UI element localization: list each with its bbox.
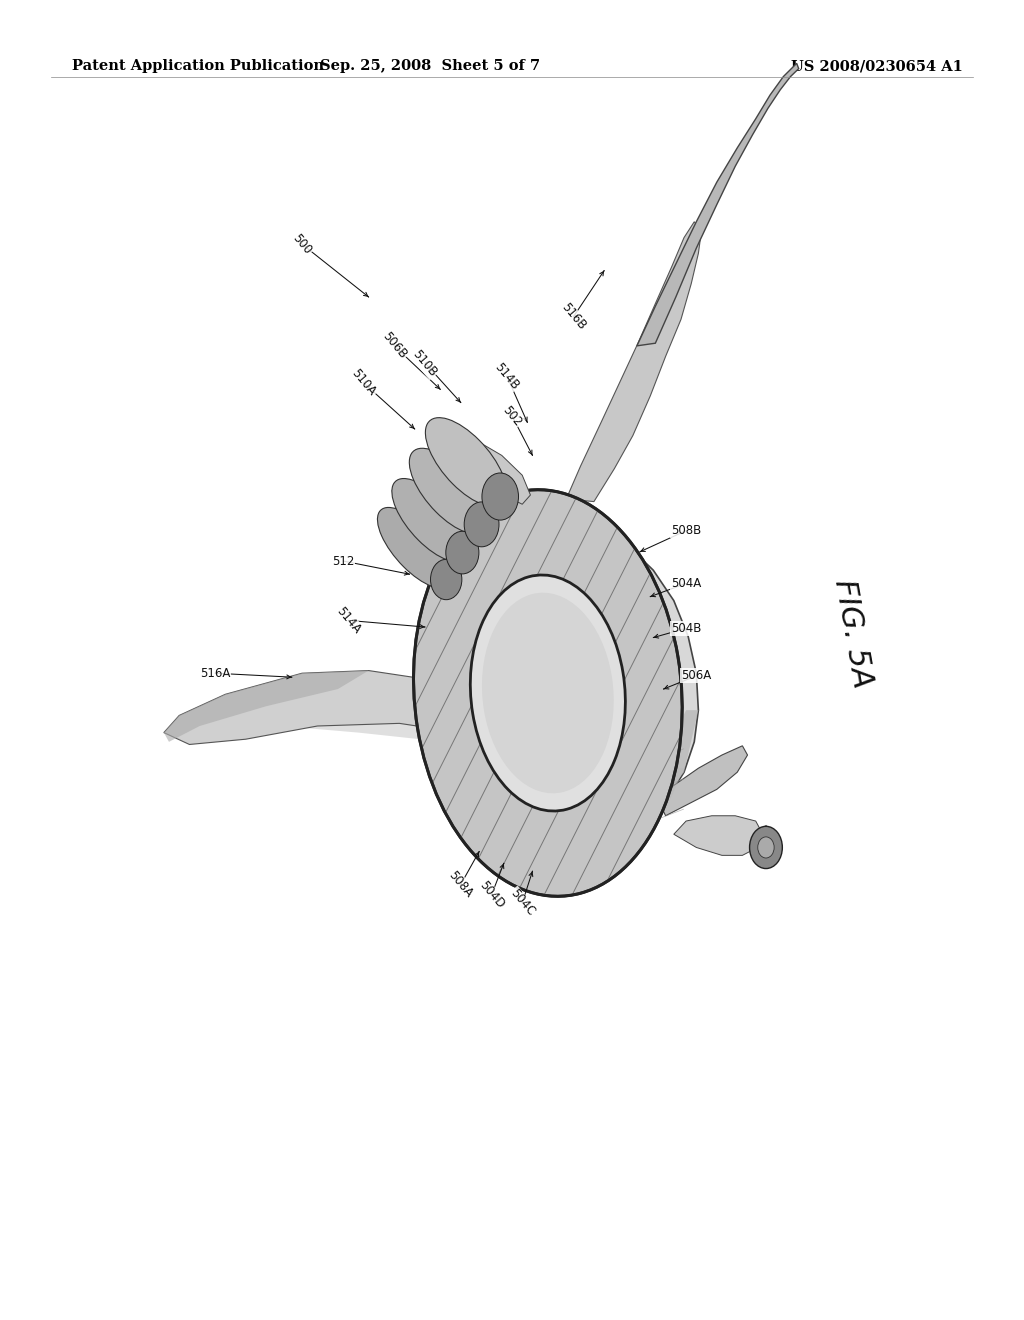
Circle shape [750, 826, 782, 869]
Ellipse shape [464, 502, 499, 546]
Text: 516A: 516A [200, 667, 230, 680]
Polygon shape [566, 222, 701, 502]
Polygon shape [492, 710, 698, 838]
Ellipse shape [482, 473, 518, 520]
Text: 506A: 506A [681, 669, 712, 682]
Polygon shape [657, 746, 748, 816]
Ellipse shape [445, 531, 479, 574]
Circle shape [758, 837, 774, 858]
Text: 504A: 504A [671, 577, 701, 590]
Text: 510B: 510B [411, 347, 439, 379]
Polygon shape [502, 768, 684, 834]
Text: 500: 500 [290, 231, 314, 257]
Ellipse shape [425, 417, 507, 507]
Polygon shape [674, 816, 763, 855]
Ellipse shape [378, 507, 452, 589]
Text: US 2008/0230654 A1: US 2008/0230654 A1 [791, 59, 963, 74]
Ellipse shape [482, 593, 613, 793]
Polygon shape [179, 692, 440, 739]
Text: 502: 502 [500, 403, 524, 429]
Text: 504D: 504D [476, 879, 507, 911]
Polygon shape [471, 528, 698, 838]
Text: 504B: 504B [671, 622, 701, 635]
Text: 508B: 508B [671, 524, 701, 537]
Ellipse shape [392, 479, 468, 561]
Text: 504C: 504C [508, 887, 537, 919]
Text: 514B: 514B [493, 360, 521, 392]
Polygon shape [164, 671, 369, 742]
Text: 514A: 514A [334, 605, 362, 636]
Text: Sep. 25, 2008  Sheet 5 of 7: Sep. 25, 2008 Sheet 5 of 7 [321, 59, 540, 74]
Polygon shape [637, 63, 799, 346]
Text: Patent Application Publication: Patent Application Publication [72, 59, 324, 74]
Polygon shape [466, 442, 530, 504]
Text: 510A: 510A [349, 367, 378, 399]
Polygon shape [164, 671, 532, 763]
Text: 512: 512 [332, 554, 354, 568]
Text: FIG. 5A: FIG. 5A [829, 577, 878, 690]
Ellipse shape [414, 490, 682, 896]
Ellipse shape [470, 576, 626, 810]
Text: 516B: 516B [559, 301, 588, 333]
Text: 508A: 508A [446, 869, 475, 900]
Text: 506B: 506B [380, 330, 409, 362]
Ellipse shape [410, 449, 487, 533]
Ellipse shape [430, 560, 462, 599]
